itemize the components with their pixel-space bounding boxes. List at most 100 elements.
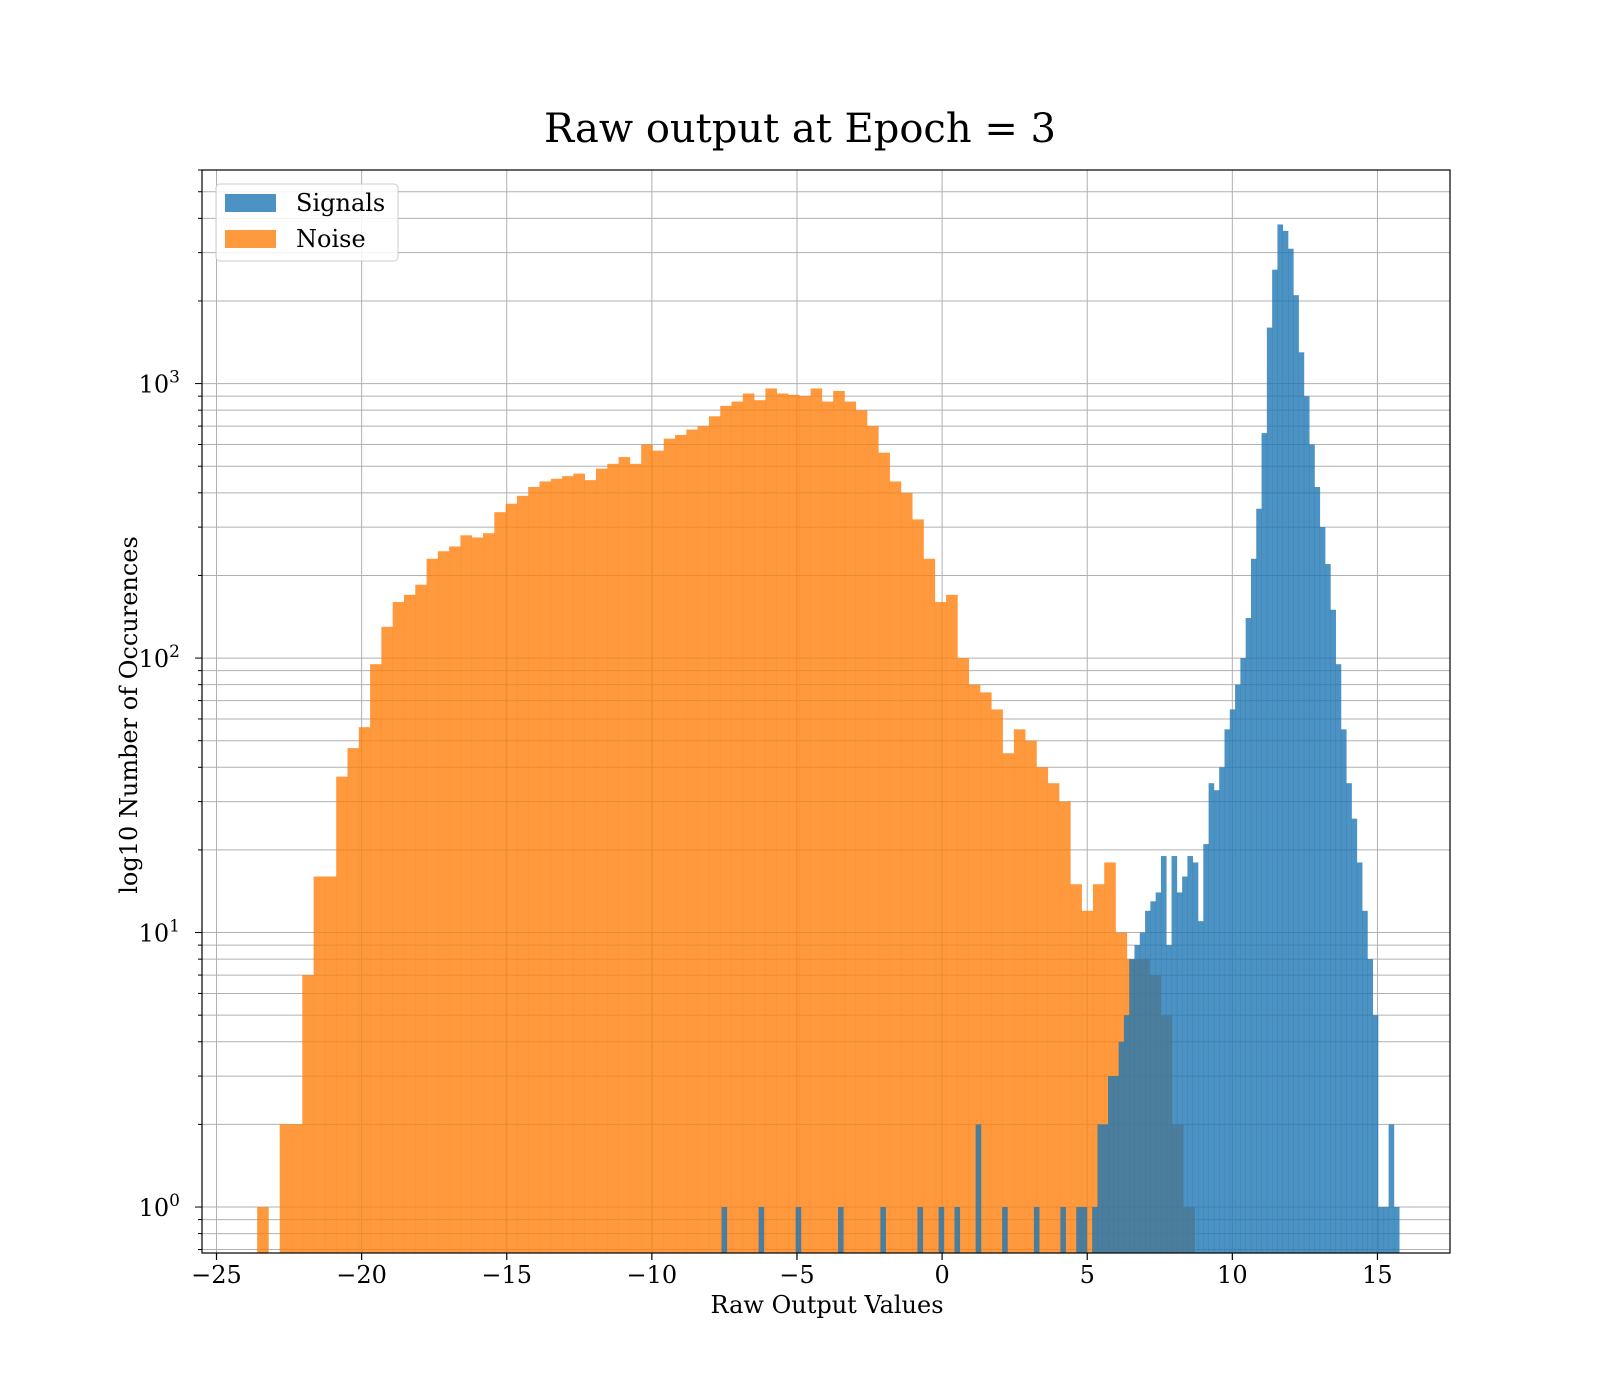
signals-bar xyxy=(1303,396,1310,1253)
x-tick-label: −5 xyxy=(779,1261,814,1289)
noise-bar xyxy=(618,457,631,1253)
x-tick-label: −10 xyxy=(627,1261,678,1289)
signals-bar xyxy=(1393,1207,1400,1253)
noise-bar xyxy=(516,495,529,1254)
x-tick-label: −25 xyxy=(191,1261,242,1289)
noise-bar xyxy=(697,426,710,1253)
noise-bar xyxy=(550,478,563,1254)
axes: −25 −20 −15 −10 −5 0 5 10 15 100 101 102 103 xyxy=(139,169,1451,1289)
signals-bar xyxy=(1372,1015,1379,1253)
signals-bar xyxy=(1166,945,1172,1253)
noise-bar xyxy=(595,468,608,1253)
noise-bar xyxy=(1092,884,1105,1253)
signals-bar xyxy=(975,1124,982,1253)
noise-bar xyxy=(708,416,721,1253)
axes-frame xyxy=(201,169,1451,1254)
signals-bar xyxy=(1092,1207,1098,1253)
signals-bar xyxy=(1293,295,1299,1253)
noise-bar xyxy=(979,692,992,1253)
noise-bar xyxy=(889,481,902,1253)
signals-bar xyxy=(1256,508,1262,1253)
legend-swatch-signals xyxy=(225,194,276,212)
signals-bar xyxy=(1139,932,1146,1253)
noise-bar xyxy=(742,393,755,1253)
noise-bar xyxy=(279,1124,292,1253)
signals-bar xyxy=(1335,664,1342,1253)
signals-bar xyxy=(1224,729,1231,1253)
noise-bar xyxy=(370,664,382,1253)
x-tick-label: 10 xyxy=(1217,1261,1248,1289)
noise-bar xyxy=(1059,801,1071,1253)
noise-bar xyxy=(923,558,936,1253)
signals-bar xyxy=(1198,921,1204,1253)
noise-bar xyxy=(1070,884,1082,1253)
noise-bar xyxy=(607,463,619,1253)
noise-bar xyxy=(1104,862,1116,1253)
noise-bar xyxy=(867,426,879,1253)
noise-bar xyxy=(562,476,574,1253)
noise-bar xyxy=(641,444,653,1254)
signals-bar xyxy=(1340,729,1347,1253)
noise-bar xyxy=(652,450,665,1253)
x-tick-label: 5 xyxy=(1080,1261,1095,1289)
noise-bar xyxy=(663,438,676,1254)
signals-bar xyxy=(938,1207,945,1253)
signals-bar xyxy=(1309,444,1315,1254)
x-axis-label: Raw Output Values xyxy=(710,1291,943,1319)
signals-bar xyxy=(1033,1207,1040,1253)
x-tick-label: −15 xyxy=(481,1261,532,1289)
noise-bar xyxy=(313,876,326,1253)
noise-bar xyxy=(1002,753,1015,1253)
signals-bar xyxy=(1203,844,1209,1253)
signals-bars xyxy=(721,224,1400,1254)
noise-bar xyxy=(1081,910,1094,1253)
x-tick-label: 15 xyxy=(1362,1261,1393,1289)
noise-bar xyxy=(900,492,913,1253)
signals-bar xyxy=(1245,617,1252,1253)
signals-bar xyxy=(1367,959,1374,1253)
signals-bar xyxy=(1182,876,1188,1253)
noise-bar xyxy=(855,410,868,1253)
noise-bar xyxy=(934,602,947,1253)
signals-bar xyxy=(1176,892,1183,1253)
x-tick-label: 0 xyxy=(934,1261,949,1289)
noise-bar xyxy=(754,400,766,1253)
y-tick-label: 100 xyxy=(139,1191,180,1222)
noise-bar xyxy=(573,473,585,1253)
signals-bar xyxy=(1171,856,1178,1253)
noise-bar xyxy=(494,512,506,1253)
signals-bar xyxy=(1108,1076,1114,1253)
noise-bar xyxy=(426,558,439,1253)
signals-bar xyxy=(1362,910,1368,1253)
noise-bar xyxy=(821,401,834,1254)
signals-bar xyxy=(1319,527,1326,1253)
noise-bar xyxy=(731,401,744,1254)
noise-bar xyxy=(946,594,958,1253)
signals-bar xyxy=(1266,327,1273,1253)
signals-bar xyxy=(1298,352,1305,1254)
y-axis-label: log10 Number of Occurences xyxy=(115,536,143,894)
noise-bar xyxy=(324,876,337,1253)
signals-bar xyxy=(1213,790,1220,1253)
signals-bar xyxy=(1081,1207,1088,1253)
signals-bar xyxy=(1129,959,1135,1253)
noise-bar xyxy=(810,388,823,1254)
noise-bar xyxy=(844,401,857,1254)
signals-bar xyxy=(1123,1015,1130,1253)
noise-bar xyxy=(1047,783,1060,1253)
signals-bar xyxy=(721,1207,728,1253)
noise-bar xyxy=(686,429,698,1253)
signals-bar xyxy=(1145,910,1151,1253)
signals-bar xyxy=(1272,269,1278,1254)
signals-bar xyxy=(837,1207,844,1253)
signals-bar xyxy=(1208,783,1215,1253)
signals-bar xyxy=(1346,783,1352,1253)
noise-bar xyxy=(460,535,473,1253)
signals-bar xyxy=(1314,486,1321,1253)
noise-bar xyxy=(392,602,405,1253)
signals-bar xyxy=(1113,1076,1119,1253)
noise-bar xyxy=(833,390,845,1253)
signals-bar xyxy=(954,1207,961,1253)
signals-bar xyxy=(795,1207,802,1253)
